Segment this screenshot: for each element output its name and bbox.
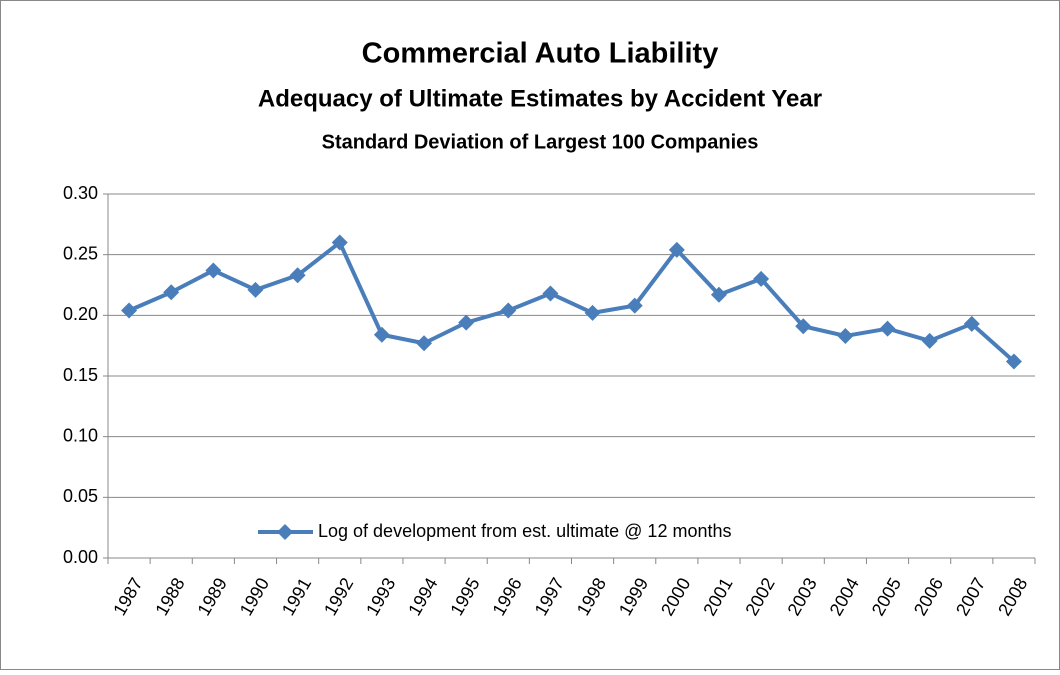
data-point: [626, 297, 643, 314]
data-point: [795, 318, 812, 335]
data-point: [373, 326, 390, 343]
data-point: [500, 302, 517, 319]
data-point: [121, 302, 138, 319]
data-point: [416, 335, 433, 352]
chart-subtitle: Standard Deviation of Largest 100 Compan…: [322, 131, 759, 153]
y-tick-label: 0.05: [63, 486, 98, 506]
data-point: [668, 241, 685, 258]
data-point: [163, 284, 180, 301]
data-point: [1005, 353, 1022, 370]
data-point: [879, 320, 896, 337]
chart-title: Commercial Auto Liability: [362, 38, 719, 70]
y-tick-label: 0.10: [63, 425, 98, 445]
data-point: [289, 267, 306, 284]
y-tick-label: 0.15: [63, 365, 98, 385]
data-point: [921, 332, 938, 349]
legend-label: Log of development from est. ultimate @ …: [318, 521, 731, 541]
y-tick-label: 0.00: [63, 547, 98, 567]
chart-subtitle: Adequacy of Ultimate Estimates by Accide…: [258, 85, 822, 112]
data-point: [837, 327, 854, 344]
data-point: [542, 285, 559, 302]
data-point: [331, 234, 348, 251]
y-tick-label: 0.20: [63, 304, 98, 324]
data-point: [458, 314, 475, 331]
data-point: [710, 286, 727, 303]
data-point: [963, 315, 980, 332]
y-tick-label: 0.25: [63, 243, 98, 263]
series-line: [128, 240, 1016, 363]
data-point: [753, 270, 770, 287]
legend-marker: [277, 524, 293, 540]
data-point: [205, 262, 222, 279]
y-tick-label: 0.30: [63, 183, 98, 203]
data-point: [247, 281, 264, 298]
data-point: [584, 304, 601, 321]
